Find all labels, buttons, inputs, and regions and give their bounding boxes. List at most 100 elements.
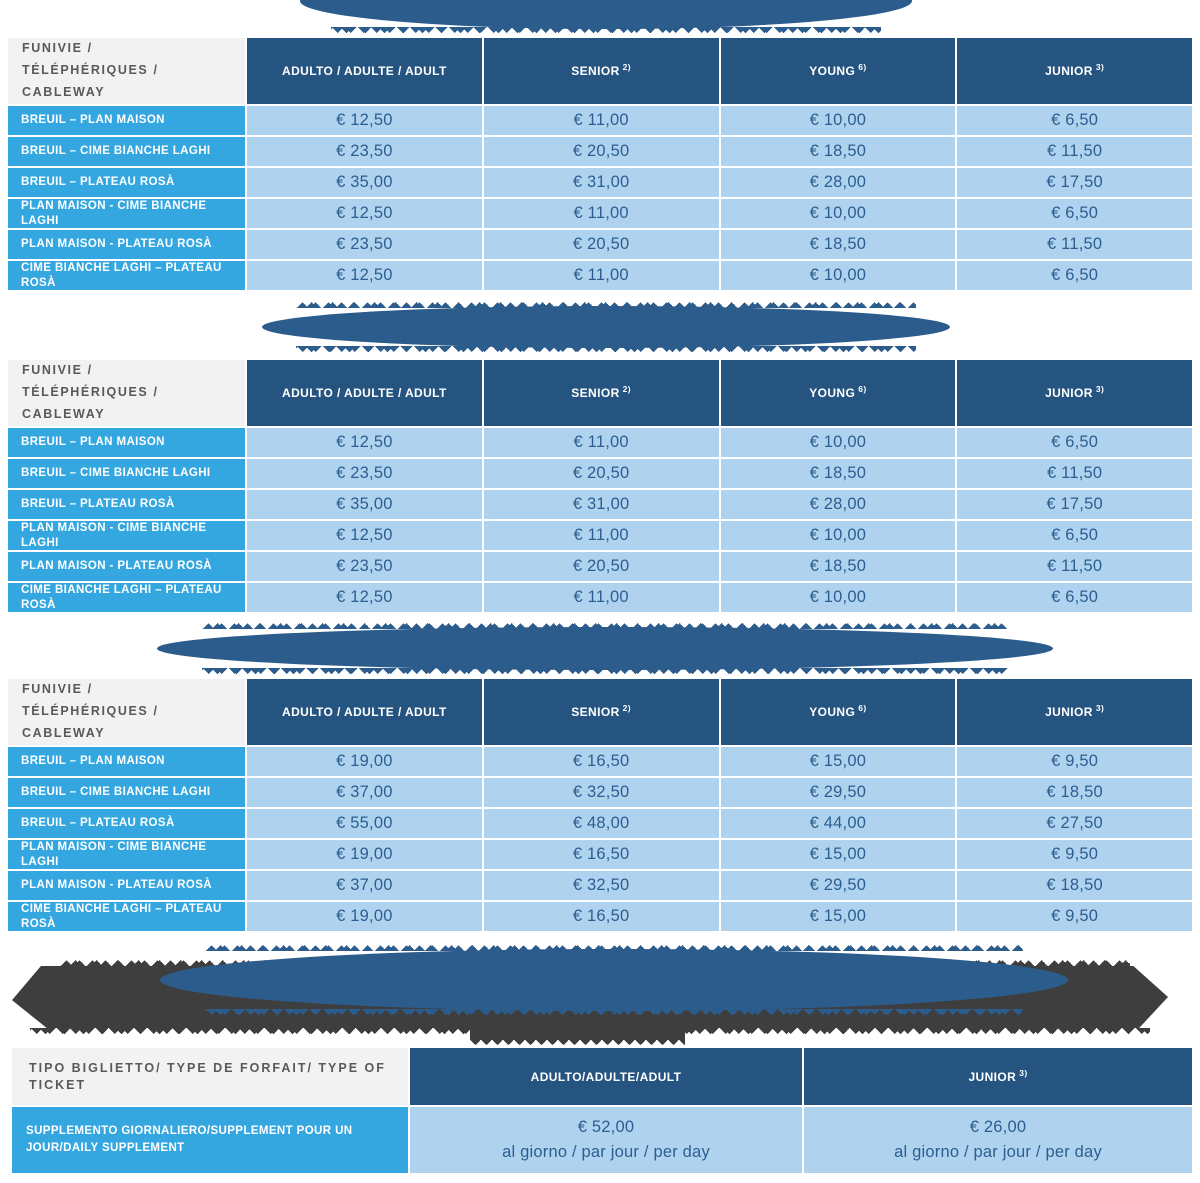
price-cell: € 15,00: [720, 902, 956, 931]
price-cell: € 31,00: [483, 490, 719, 519]
column-header: JUNIOR 3): [957, 38, 1192, 104]
price-cell: € 18,50: [957, 778, 1192, 807]
supplement-price-cell: € 26,00 al giorno / par jour / per day: [804, 1107, 1192, 1173]
price-cell: € 6,50: [957, 583, 1192, 612]
column-header: ADULTO/ADULTE/ADULT: [410, 1048, 802, 1105]
price-cell: € 28,00: [720, 490, 956, 519]
price-cell: € 37,00: [247, 778, 482, 807]
price-cell: € 20,50: [483, 137, 719, 166]
price-cell: € 18,50: [720, 230, 956, 259]
price-cell: € 6,50: [957, 428, 1192, 457]
route-label: BREUIL – PLAN MAISON: [8, 747, 245, 776]
column-header: ADULTO / ADULTE / ADULT: [247, 38, 482, 104]
column-header: JUNIOR 3): [957, 679, 1192, 745]
route-label: BREUIL – PLATEAU ROSÀ: [8, 490, 245, 519]
price-cell: € 10,00: [720, 261, 956, 290]
column-header-label: YOUNG: [809, 64, 856, 78]
price-table-1: FUNIVIE / TÉLÉPHÉRIQUES / CABLEWAY ADULTO…: [8, 38, 1192, 290]
route-label: CIME BIANCHE LAGHI – PLATEAU ROSÀ: [8, 261, 245, 290]
price-cell: € 12,50: [247, 199, 482, 228]
price-cell: € 11,00: [483, 106, 719, 135]
route-label: CIME BIANCHE LAGHI – PLATEAU ROSÀ: [8, 583, 245, 612]
supplement-price-cell: € 52,00 al giorno / par jour / per day: [410, 1107, 802, 1173]
price-cell: € 10,00: [720, 428, 956, 457]
route-label: PLAN MAISON - PLATEAU ROSÀ: [8, 552, 245, 581]
column-header-label: ADULTO / ADULTE / ADULT: [282, 64, 447, 78]
footnote-marker: 6): [858, 62, 867, 72]
column-header-label: JUNIOR: [968, 1069, 1017, 1084]
route-label: BREUIL – PLAN MAISON: [8, 106, 245, 135]
footnote-text-tail: [470, 1028, 685, 1040]
price-cell: € 23,50: [247, 137, 482, 166]
column-header: YOUNG 6): [720, 360, 956, 426]
price-cell: € 27,50: [957, 809, 1192, 838]
column-header: JUNIOR 3): [957, 360, 1192, 426]
column-header: ADULTO / ADULTE / ADULT: [247, 360, 482, 426]
price-cell: € 9,50: [957, 902, 1192, 931]
price-cell: € 6,50: [957, 106, 1192, 135]
price-cell: € 18,50: [720, 137, 956, 166]
price-cell: € 23,50: [247, 552, 482, 581]
footnote-banner: [160, 945, 1068, 1015]
section-banner-3-fray-top: [201, 623, 1009, 629]
section-banner-3-fray-bottom: [201, 668, 1009, 674]
column-header-label: SENIOR: [571, 705, 620, 719]
section-banner-2: [262, 302, 950, 352]
price-cell: € 18,50: [720, 552, 956, 581]
price-cell: € 12,50: [247, 521, 482, 550]
price-cell: € 6,50: [957, 521, 1192, 550]
section-banner-2-fray-top: [296, 302, 916, 308]
price-cell: € 19,00: [247, 747, 482, 776]
price-cell: € 16,50: [483, 747, 719, 776]
price-cell: € 12,50: [247, 106, 482, 135]
footnote-marker: 2): [622, 384, 632, 394]
price-cell: € 10,00: [720, 199, 956, 228]
price-cell: € 16,50: [483, 902, 719, 931]
route-label: CIME BIANCHE LAGHI – PLATEAU ROSÀ: [8, 902, 245, 931]
price-cell: € 44,00: [720, 809, 956, 838]
route-label: BREUIL – CIME BIANCHE LAGHI: [8, 778, 245, 807]
price-cell: € 18,50: [720, 459, 956, 488]
footnote-marker: 2): [622, 703, 632, 713]
column-header: YOUNG 6): [720, 679, 956, 745]
footnote-marker: 3): [1095, 384, 1105, 394]
price-cell: € 12,50: [247, 428, 482, 457]
section-banner-3: [157, 623, 1053, 674]
ticket-type-header: TIPO BIGLIETTO/ TYPE DE FORFAIT/ TYPE OF…: [12, 1048, 408, 1105]
column-header: ADULTO / ADULTE / ADULT: [247, 679, 482, 745]
section-banner-1-pill: [300, 0, 912, 29]
price-cell: € 29,50: [720, 778, 956, 807]
supplement-label: SUPPLEMENTO GIORNALIERO/SUPPLEMENT POUR …: [12, 1107, 408, 1173]
supplement-price: € 52,00: [577, 1118, 635, 1137]
daily-supplement-table: TIPO BIGLIETTO/ TYPE DE FORFAIT/ TYPE OF…: [12, 1048, 1192, 1173]
price-cell: € 11,50: [957, 230, 1192, 259]
price-table-2: FUNIVIE / TÉLÉPHÉRIQUES / CABLEWAY ADULTO…: [8, 360, 1192, 612]
supplement-period: al giorno / par jour / per day: [502, 1143, 710, 1161]
price-cell: € 48,00: [483, 809, 719, 838]
price-cell: € 20,50: [483, 230, 719, 259]
column-header-label: ADULTO / ADULTE / ADULT: [282, 386, 447, 400]
column-header-label: JUNIOR: [1045, 64, 1093, 78]
route-label: PLAN MAISON - CIME BIANCHE LAGHI: [8, 521, 245, 550]
corner-header: FUNIVIE / TÉLÉPHÉRIQUES / CABLEWAY: [8, 679, 245, 745]
price-cell: € 11,00: [483, 583, 719, 612]
corner-header: FUNIVIE / TÉLÉPHÉRIQUES / CABLEWAY: [8, 38, 245, 104]
price-cell: € 9,50: [957, 840, 1192, 869]
footnote-banner-fray-bottom: [205, 1009, 1023, 1015]
footnote-marker: 3): [1095, 62, 1105, 72]
footnote-marker: 6): [858, 703, 867, 713]
supplement-period: al giorno / par jour / per day: [894, 1143, 1102, 1161]
section-banner-1: [300, 0, 912, 33]
price-cell: € 37,00: [247, 871, 482, 900]
route-label: PLAN MAISON - CIME BIANCHE LAGHI: [8, 199, 245, 228]
price-cell: € 10,00: [720, 583, 956, 612]
section-banner-2-fray-bottom: [296, 346, 916, 352]
column-header-label: JUNIOR: [1045, 386, 1093, 400]
column-header: SENIOR 2): [483, 38, 719, 104]
price-cell: € 55,00: [247, 809, 482, 838]
price-cell: € 11,00: [483, 428, 719, 457]
column-header: SENIOR 2): [483, 360, 719, 426]
price-cell: € 12,50: [247, 261, 482, 290]
price-cell: € 6,50: [957, 261, 1192, 290]
